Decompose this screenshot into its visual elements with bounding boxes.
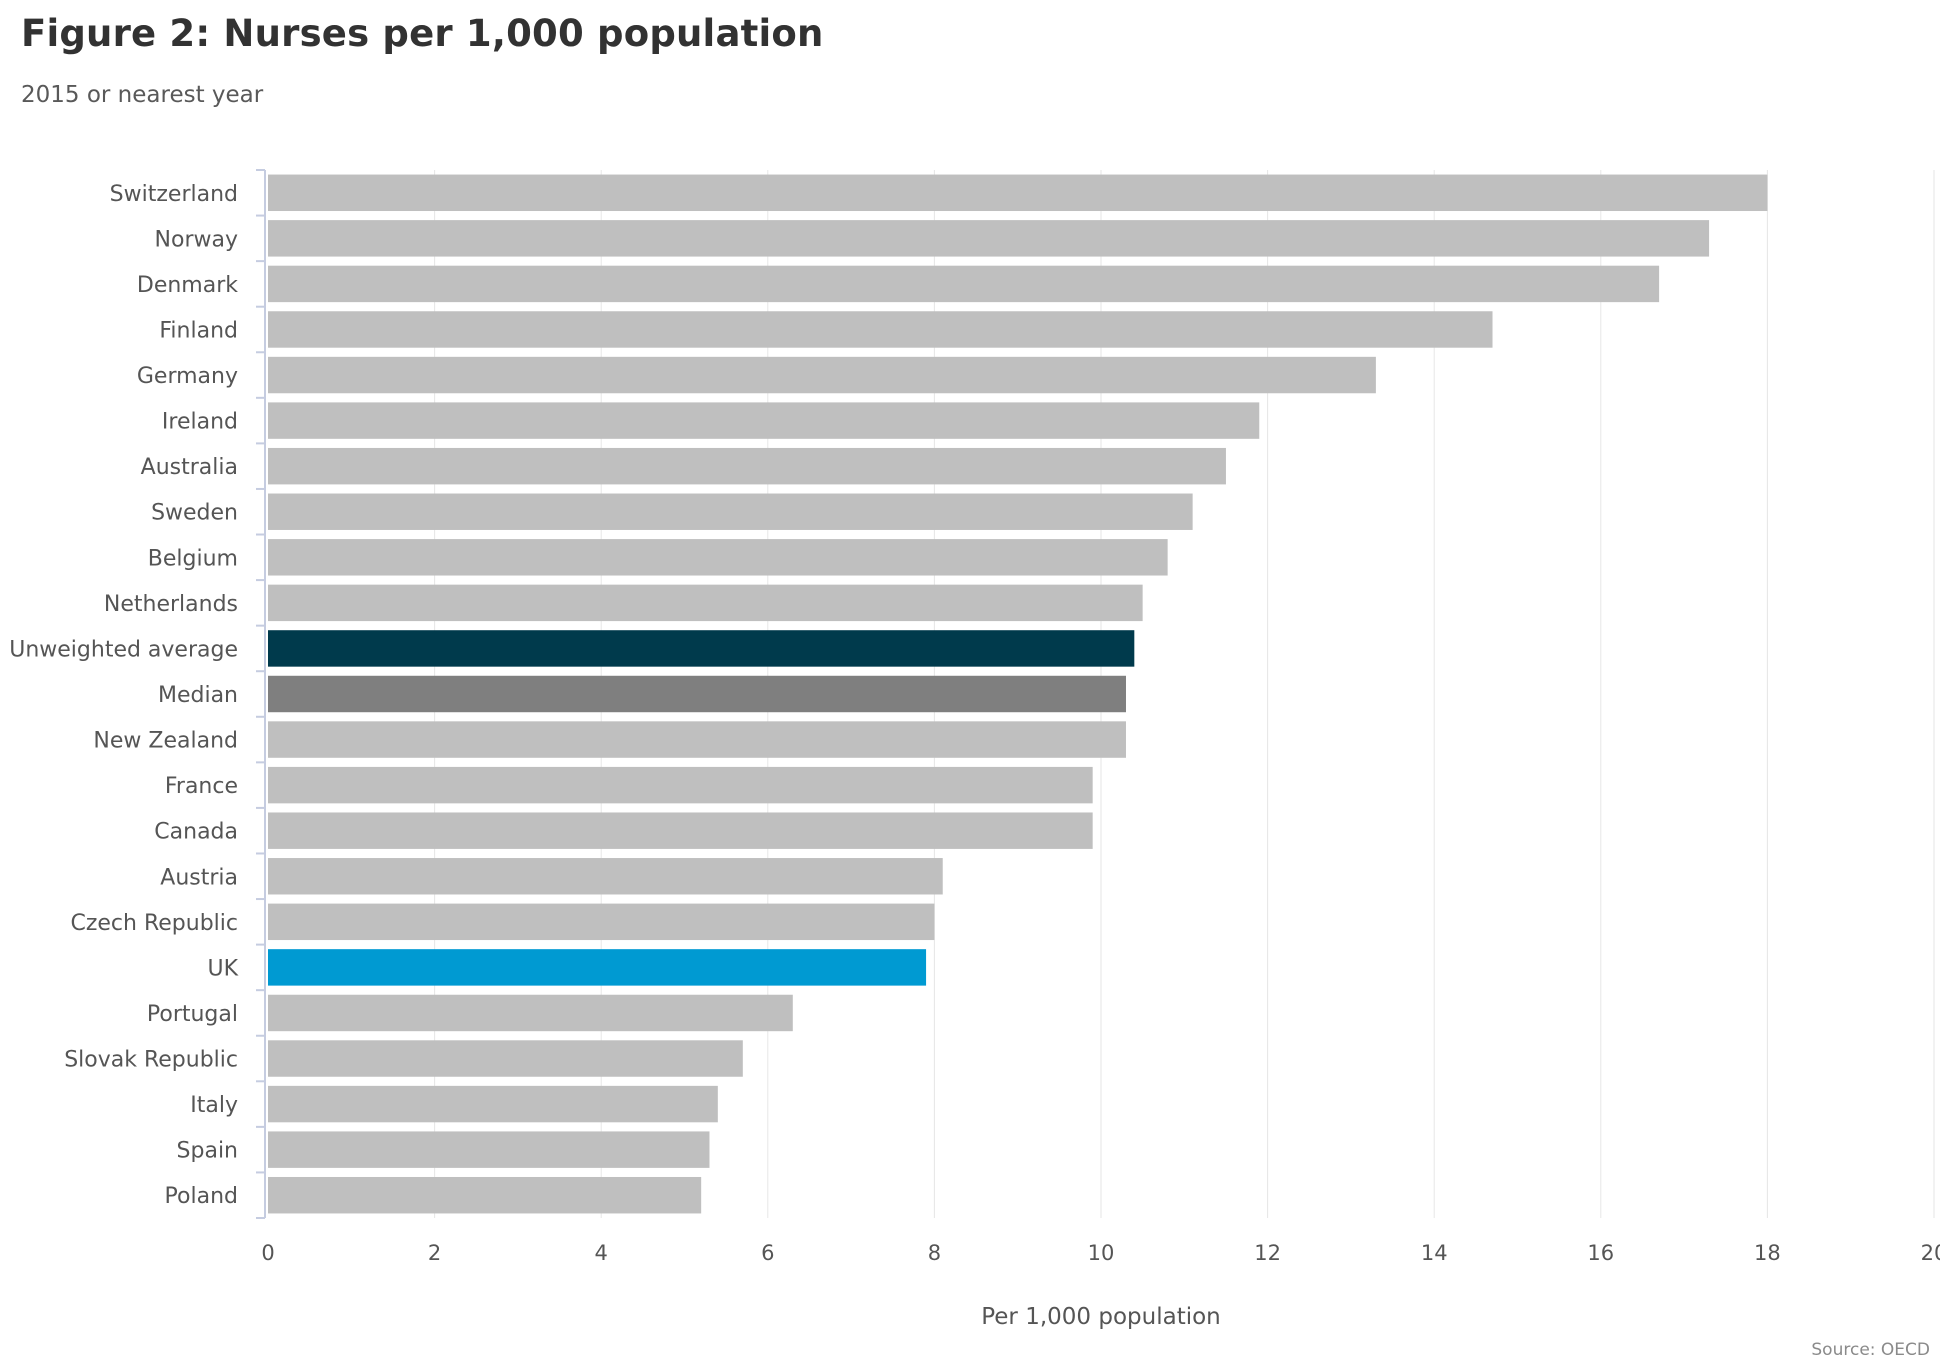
category-label-germany: Germany (137, 364, 238, 389)
bar-poland (268, 1176, 702, 1214)
bar-austria (268, 858, 943, 895)
bar-netherlands (268, 584, 1143, 622)
bars (268, 174, 1768, 1214)
x-tick-labels: 0 2 4 6 8 10 12 14 16 18 20 (261, 1241, 1940, 1265)
category-label-norway: Norway (155, 227, 238, 252)
bar-new-zealand (268, 721, 1126, 758)
category-label-new-zealand: New Zealand (93, 729, 238, 754)
category-label-poland: Poland (165, 1184, 238, 1209)
bar-unweighted-average (268, 630, 1135, 667)
x-tick-label-0: 0 (261, 1241, 274, 1265)
category-label-sweden: Sweden (151, 501, 238, 526)
chart-title: Figure 2: Nurses per 1,000 population (21, 12, 824, 55)
bar-switzerland (268, 174, 1768, 212)
x-axis-title: Per 1,000 population (981, 1304, 1221, 1330)
source-note: Source: OECD (1811, 1340, 1930, 1360)
bar-belgium (268, 539, 1168, 576)
bar-canada (268, 812, 1093, 849)
category-label-slovak-republic: Slovak Republic (64, 1048, 238, 1073)
x-tick-label-18: 18 (1754, 1241, 1781, 1265)
bar-australia (268, 447, 1226, 485)
category-label-denmark: Denmark (137, 273, 238, 298)
category-label-france: France (165, 774, 238, 799)
bar-finland (268, 311, 1493, 348)
x-tick-label-10: 10 (1088, 1241, 1115, 1265)
category-label-spain: Spain (177, 1139, 238, 1164)
x-tick-label-6: 6 (761, 1241, 774, 1265)
bar-italy (268, 1085, 718, 1123)
category-label-ireland: Ireland (162, 410, 238, 435)
category-label-italy: Italy (190, 1093, 238, 1118)
category-label-netherlands: Netherlands (104, 592, 238, 617)
category-label-uk: UK (207, 956, 238, 981)
x-tick-label-16: 16 (1587, 1241, 1614, 1265)
chart-subtitle: 2015 or nearest year (21, 82, 264, 108)
bar-uk (268, 949, 927, 986)
category-label-australia: Australia (141, 455, 238, 480)
category-labels: Switzerland Norway Denmark Finland Germany Ir… (9, 182, 238, 1209)
category-label-canada: Canada (154, 820, 238, 845)
category-label-unweighted-average: Unweighted average (9, 637, 238, 662)
category-label-belgium: Belgium (148, 546, 238, 571)
y-axis (256, 169, 266, 1219)
x-tick-label-12: 12 (1254, 1241, 1281, 1265)
bar-median (268, 675, 1126, 713)
bar-germany (268, 356, 1376, 394)
bar-france (268, 766, 1093, 804)
category-label-switzerland: Switzerland (110, 182, 238, 207)
category-label-austria: Austria (160, 865, 238, 890)
x-tick-label-14: 14 (1421, 1241, 1448, 1265)
bar-portugal (268, 994, 793, 1032)
x-tick-label-2: 2 (428, 1241, 441, 1265)
bar-sweden (268, 493, 1193, 530)
category-label-median: Median (158, 683, 238, 708)
bar-spain (268, 1131, 710, 1168)
category-label-portugal: Portugal (147, 1002, 238, 1027)
bar-slovak-republic (268, 1040, 743, 1077)
category-label-czech-republic: Czech Republic (70, 911, 238, 936)
bar-ireland (268, 402, 1260, 439)
x-tick-label-4: 4 (595, 1241, 608, 1265)
bar-denmark (268, 265, 1660, 303)
x-tick-label-8: 8 (928, 1241, 941, 1265)
x-tick-label-20: 20 (1921, 1241, 1940, 1265)
category-label-finland: Finland (159, 318, 238, 343)
bar-norway (268, 220, 1710, 257)
bar-czech-republic (268, 903, 935, 941)
